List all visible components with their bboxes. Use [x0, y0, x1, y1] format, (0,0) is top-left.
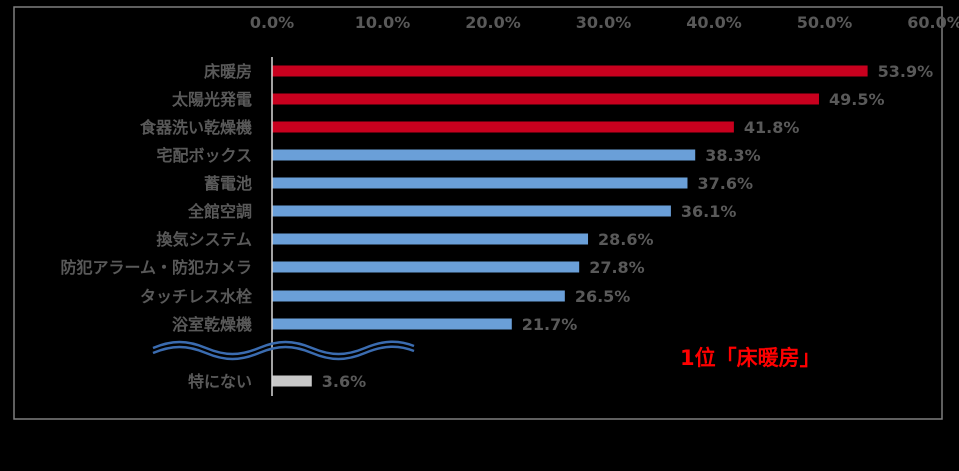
- x-axis-ticks: 0.0% 10.0% 20.0% 30.0% 40.0% 50.0% 60.0%: [250, 13, 959, 32]
- bar: [272, 121, 734, 133]
- category-label: 蓄電池: [204, 174, 252, 193]
- category-label: 浴室乾燥機: [172, 315, 252, 334]
- bar: [272, 261, 580, 273]
- value-label: 41.8%: [744, 118, 800, 137]
- bar: [272, 205, 671, 217]
- category-label: 防犯アラーム・防犯カメラ: [60, 258, 252, 277]
- value-label: 49.5%: [829, 90, 885, 109]
- x-tick-label: 60.0%: [907, 13, 959, 32]
- category-label: 換気システム: [156, 230, 252, 249]
- bar: [272, 149, 696, 161]
- bar: [272, 177, 688, 189]
- category-label: 特にない: [188, 372, 252, 391]
- value-label: 28.6%: [598, 230, 654, 249]
- category-label: 太陽光発電: [171, 90, 252, 109]
- bar: [272, 93, 819, 105]
- value-label: 37.6%: [697, 174, 753, 193]
- value-label: 27.8%: [589, 258, 645, 277]
- x-tick-label: 10.0%: [355, 13, 411, 32]
- category-label: 食器洗い乾燥機: [139, 118, 252, 137]
- value-label: 53.9%: [878, 62, 934, 81]
- x-tick-label: 40.0%: [686, 13, 742, 32]
- bar: [272, 65, 868, 77]
- bar: [272, 375, 312, 387]
- category-label: 宅配ボックス: [156, 146, 252, 165]
- bars: [272, 65, 868, 387]
- bar: [272, 290, 565, 302]
- category-label: タッチレス水栓: [140, 287, 253, 306]
- category-label: 全館空調: [187, 202, 252, 221]
- bar: [272, 233, 589, 245]
- x-tick-label: 50.0%: [797, 13, 853, 32]
- category-labels: 床暖房太陽光発電食器洗い乾燥機宅配ボックス蓄電池全館空調換気システム防犯アラーム…: [60, 62, 253, 391]
- value-label: 21.7%: [522, 315, 578, 334]
- axis-break-wave: [152, 340, 415, 356]
- value-label: 3.6%: [322, 372, 366, 391]
- bar: [272, 318, 512, 330]
- chart-frame: [13, 6, 943, 420]
- x-tick-label: 30.0%: [576, 13, 632, 32]
- value-label: 36.1%: [681, 202, 737, 221]
- rank-annotation: 1位「床暖房」: [680, 346, 821, 370]
- value-labels: 53.9% 49.5% 41.8% 38.3% 37.6% 36.1% 28.6% 27.8%…: [322, 62, 933, 391]
- category-label: 床暖房: [204, 62, 252, 81]
- x-tick-label: 0.0%: [250, 13, 294, 32]
- x-tick-label: 20.0%: [465, 13, 521, 32]
- value-label: 38.3%: [705, 146, 761, 165]
- axis-break-wave: [152, 345, 415, 361]
- value-label: 26.5%: [575, 287, 631, 306]
